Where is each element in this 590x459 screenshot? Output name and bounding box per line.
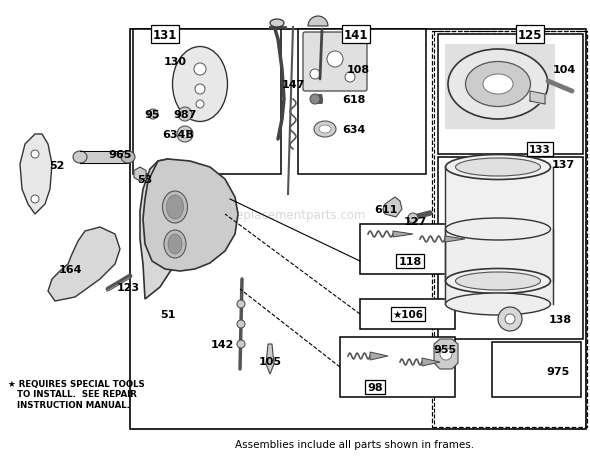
Text: ★106: ★106 — [392, 309, 424, 319]
Polygon shape — [370, 352, 388, 360]
Circle shape — [440, 348, 452, 360]
Text: 95: 95 — [144, 110, 160, 120]
Ellipse shape — [445, 293, 550, 315]
Circle shape — [505, 314, 515, 325]
Text: 142: 142 — [210, 339, 234, 349]
Circle shape — [345, 73, 355, 83]
Ellipse shape — [445, 269, 550, 294]
Text: 52: 52 — [50, 161, 65, 171]
Bar — [438, 35, 583, 155]
Circle shape — [498, 308, 522, 331]
Bar — [340, 337, 455, 397]
Ellipse shape — [483, 75, 513, 95]
Text: 147: 147 — [281, 80, 304, 90]
Polygon shape — [383, 197, 402, 218]
Circle shape — [177, 127, 193, 143]
Circle shape — [310, 70, 320, 80]
Circle shape — [195, 85, 205, 95]
Text: 98: 98 — [367, 382, 383, 392]
Text: ereplacementparts.com: ereplacementparts.com — [224, 208, 366, 221]
Circle shape — [310, 95, 320, 105]
Ellipse shape — [448, 50, 548, 120]
Text: 611: 611 — [374, 205, 398, 214]
Text: Assemblies include all parts shown in frames.: Assemblies include all parts shown in fr… — [235, 439, 474, 449]
Bar — [432, 32, 587, 427]
Ellipse shape — [466, 62, 530, 107]
Ellipse shape — [73, 151, 87, 164]
Bar — [130, 30, 586, 429]
Polygon shape — [20, 134, 52, 214]
Text: 634: 634 — [342, 125, 366, 134]
Ellipse shape — [445, 218, 550, 241]
Circle shape — [181, 131, 189, 139]
Bar — [445, 45, 555, 130]
FancyBboxPatch shape — [303, 33, 367, 92]
Bar — [360, 224, 460, 274]
Circle shape — [327, 52, 343, 68]
Ellipse shape — [445, 155, 550, 180]
Circle shape — [31, 196, 39, 203]
Circle shape — [237, 300, 245, 308]
Text: 138: 138 — [549, 314, 572, 325]
Text: 104: 104 — [552, 65, 576, 75]
Circle shape — [237, 340, 245, 348]
Bar — [438, 157, 583, 339]
Bar — [133, 30, 281, 174]
Text: 125: 125 — [518, 28, 542, 41]
Wedge shape — [308, 17, 328, 27]
Text: 133: 133 — [529, 145, 551, 155]
Bar — [360, 299, 455, 329]
Text: ★ REQUIRES SPECIAL TOOLS
   TO INSTALL.  SEE REPAIR
   INSTRUCTION MANUAL.: ★ REQUIRES SPECIAL TOOLS TO INSTALL. SEE… — [8, 379, 145, 409]
Ellipse shape — [166, 196, 183, 219]
Circle shape — [182, 112, 188, 118]
Ellipse shape — [270, 20, 284, 28]
Text: 131: 131 — [153, 28, 177, 41]
Text: 118: 118 — [398, 257, 422, 266]
Text: 137: 137 — [552, 160, 575, 170]
Circle shape — [178, 108, 192, 122]
Ellipse shape — [319, 126, 331, 134]
Circle shape — [196, 101, 204, 109]
Polygon shape — [143, 160, 238, 271]
Circle shape — [194, 64, 206, 76]
Text: 108: 108 — [346, 65, 369, 75]
Ellipse shape — [455, 272, 540, 291]
Ellipse shape — [164, 230, 186, 258]
Polygon shape — [266, 344, 274, 374]
Ellipse shape — [172, 47, 228, 122]
Text: 634B: 634B — [162, 130, 194, 140]
Polygon shape — [48, 228, 120, 302]
Text: 127: 127 — [404, 217, 427, 226]
Text: 975: 975 — [546, 366, 569, 376]
Circle shape — [148, 110, 158, 120]
Bar — [298, 30, 426, 174]
Text: 965: 965 — [109, 150, 132, 160]
Text: 955: 955 — [434, 344, 457, 354]
Text: 141: 141 — [344, 28, 368, 41]
Polygon shape — [140, 160, 188, 299]
Circle shape — [31, 151, 39, 159]
Polygon shape — [422, 358, 440, 366]
Bar — [492, 342, 581, 397]
Ellipse shape — [162, 191, 188, 224]
Polygon shape — [445, 236, 465, 242]
Polygon shape — [434, 339, 458, 369]
Ellipse shape — [168, 235, 182, 254]
Circle shape — [408, 213, 418, 224]
Ellipse shape — [314, 122, 336, 138]
Text: 164: 164 — [58, 264, 82, 274]
Text: 618: 618 — [342, 95, 366, 105]
Text: 53: 53 — [137, 174, 153, 185]
Text: 987: 987 — [173, 110, 196, 120]
Ellipse shape — [455, 159, 540, 177]
Ellipse shape — [121, 151, 135, 164]
Text: 105: 105 — [258, 356, 281, 366]
Text: 123: 123 — [116, 282, 140, 292]
Circle shape — [237, 320, 245, 328]
Text: 130: 130 — [163, 57, 186, 67]
Text: 51: 51 — [160, 309, 176, 319]
Polygon shape — [393, 231, 413, 237]
